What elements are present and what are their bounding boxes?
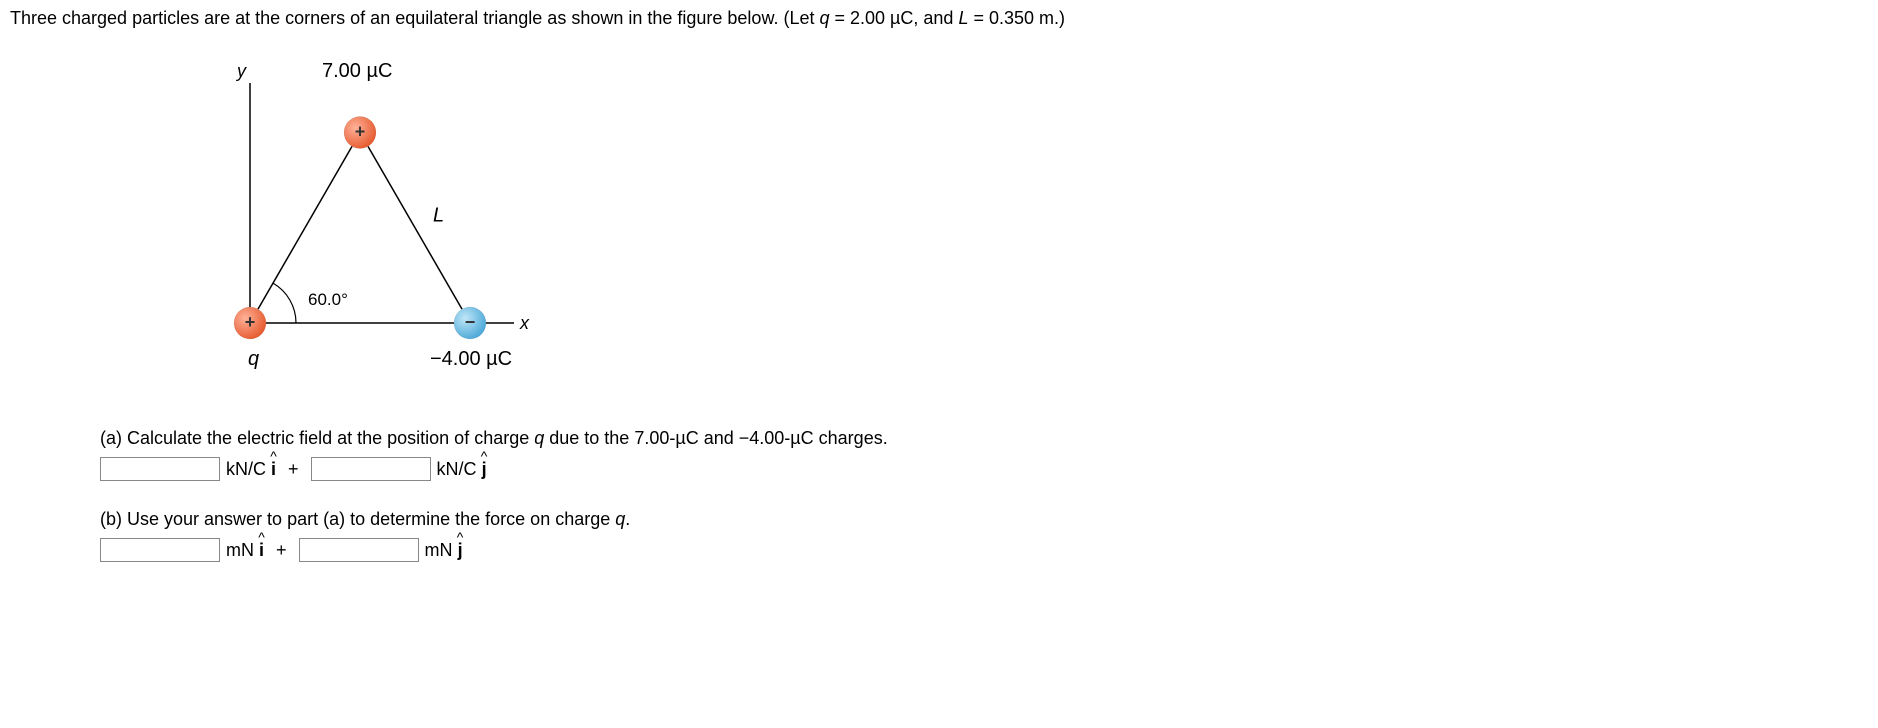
problem-text-2: = 2.00 µC, and: [829, 8, 958, 28]
svg-text:y: y: [235, 61, 247, 81]
part-b-i-unit: mN ^i: [226, 540, 264, 561]
plus-sign: +: [276, 540, 287, 561]
part-b-j-unit: mN ^j: [425, 540, 463, 561]
part-b-j-input[interactable]: [299, 538, 419, 562]
svg-text:−: −: [465, 312, 476, 332]
svg-text:+: +: [355, 121, 366, 141]
triangle-diagram: y x 60.0° L + + − 7.00 µC q −4.00 µC: [190, 53, 530, 393]
svg-text:x: x: [519, 313, 530, 333]
part-a-i-unit: kN/C ^i: [226, 459, 276, 480]
part-a: (a) Calculate the electric field at the …: [100, 428, 1868, 481]
plus-sign: +: [288, 459, 299, 480]
part-a-j-input[interactable]: [311, 457, 431, 481]
part-b: (b) Use your answer to part (a) to deter…: [100, 509, 1868, 562]
part-a-text: (a) Calculate the electric field at the …: [100, 428, 1868, 449]
svg-text:60.0°: 60.0°: [308, 290, 348, 309]
q-symbol: q: [819, 8, 829, 28]
part-a-i-input[interactable]: [100, 457, 220, 481]
svg-text:L: L: [433, 205, 444, 227]
part-a-j-unit: kN/C ^j: [437, 459, 487, 480]
figure: y x 60.0° L + + − 7.00 µC q −4.00 µC: [190, 53, 1868, 398]
problem-text-1: Three charged particles are at the corne…: [10, 8, 819, 28]
part-a-answer-line: kN/C ^i + kN/C ^j: [100, 457, 1868, 481]
part-b-text: (b) Use your answer to part (a) to deter…: [100, 509, 1868, 530]
L-symbol: L: [958, 8, 968, 28]
part-b-i-input[interactable]: [100, 538, 220, 562]
svg-text:7.00 µC: 7.00 µC: [322, 60, 392, 82]
svg-text:+: +: [245, 312, 256, 332]
svg-text:q: q: [248, 348, 259, 370]
problem-text-3: = 0.350 m.): [968, 8, 1065, 28]
problem-statement: Three charged particles are at the corne…: [10, 8, 1868, 29]
part-b-answer-line: mN ^i + mN ^j: [100, 538, 1868, 562]
svg-text:−4.00 µC: −4.00 µC: [430, 348, 512, 370]
